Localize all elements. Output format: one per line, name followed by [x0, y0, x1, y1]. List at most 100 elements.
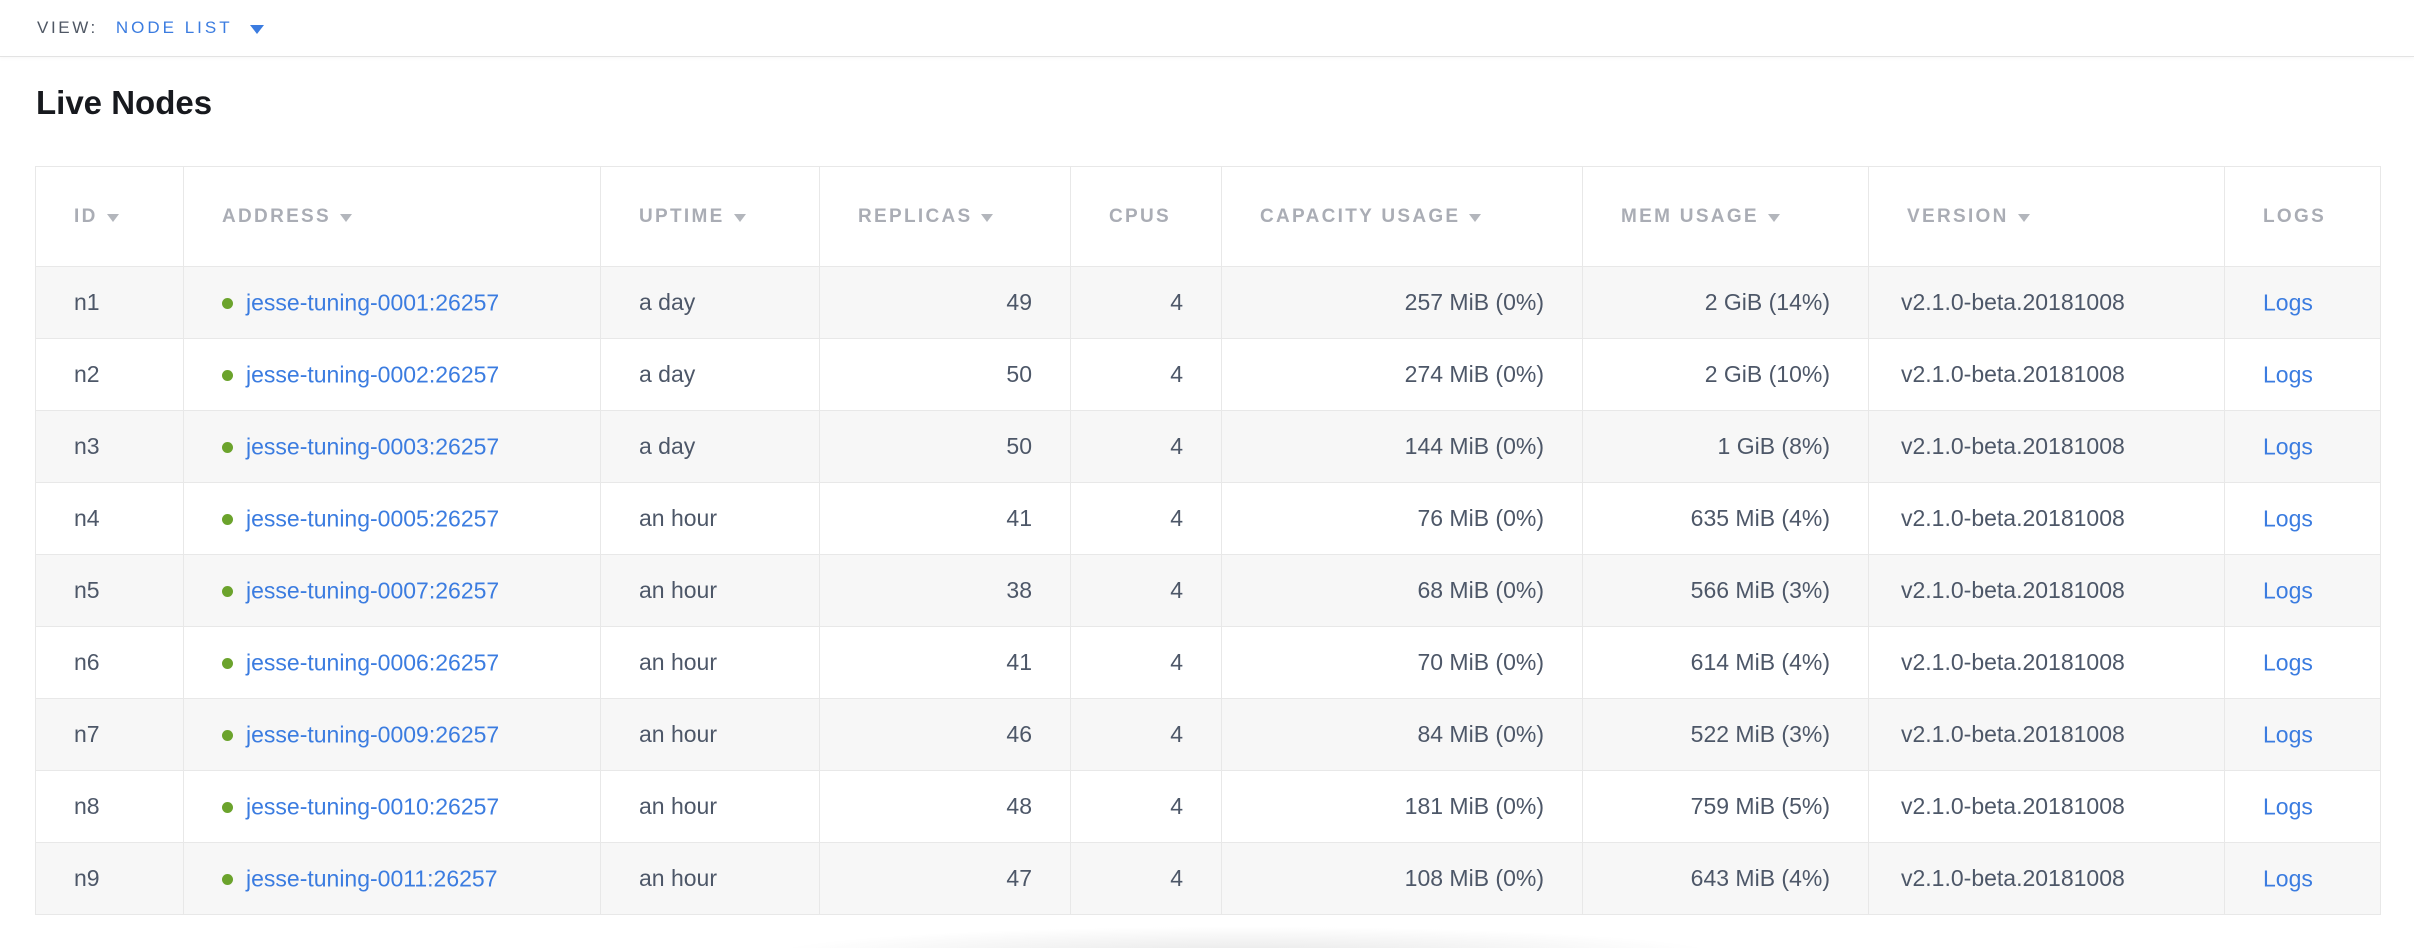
cell-address: jesse-tuning-0009:26257 — [183, 698, 601, 771]
cell-capacity: 76 MiB (0%) — [1221, 482, 1583, 555]
cell-version: v2.1.0-beta.20181008 — [1868, 266, 2225, 339]
table-row: n5 jesse-tuning-0007:26257 an hour 38 4 68 Mi… — [35, 554, 2381, 627]
cell-replicas: 49 — [819, 266, 1071, 339]
cell-capacity: 108 MiB (0%) — [1221, 842, 1583, 915]
column-header-capacity[interactable]: CAPACITY USAGE — [1221, 166, 1583, 267]
cell-mem: 2 GiB (14%) — [1582, 266, 1869, 339]
node-address-link[interactable]: jesse-tuning-0003:26257 — [246, 433, 500, 460]
cell-cpus: 4 — [1070, 698, 1222, 771]
sort-caret-icon — [1469, 213, 1482, 222]
column-header-label: ADDRESS — [222, 205, 332, 227]
cell-capacity: 257 MiB (0%) — [1221, 266, 1583, 339]
column-header-label: ID — [74, 205, 98, 227]
column-header-id[interactable]: ID — [35, 166, 184, 267]
cell-address: jesse-tuning-0003:26257 — [183, 410, 601, 483]
node-live-status-icon — [222, 657, 233, 669]
cell-replicas: 41 — [819, 626, 1071, 699]
cell-version: v2.1.0-beta.20181008 — [1868, 338, 2225, 411]
cell-uptime: a day — [600, 410, 820, 483]
cell-mem: 635 MiB (4%) — [1582, 482, 1869, 555]
logs-link[interactable]: Logs — [2263, 865, 2313, 892]
node-live-status-icon — [222, 297, 233, 309]
cell-id: n9 — [35, 842, 184, 915]
node-live-status-icon — [222, 585, 233, 597]
column-header-mem[interactable]: MEM USAGE — [1582, 166, 1869, 267]
logs-link[interactable]: Logs — [2263, 361, 2313, 388]
column-header-label: CAPACITY USAGE — [1260, 205, 1461, 227]
sort-caret-icon — [1767, 213, 1780, 222]
cell-cpus: 4 — [1070, 482, 1222, 555]
cell-version: v2.1.0-beta.20181008 — [1868, 410, 2225, 483]
column-header-label: LOGS — [2263, 205, 2327, 227]
cell-version: v2.1.0-beta.20181008 — [1868, 770, 2225, 843]
table-header-row: ID ADDRESS UPTIME REPLICAS CPUS CAPACITY USAG… — [35, 166, 2381, 267]
logs-link[interactable]: Logs — [2263, 289, 2313, 316]
cell-uptime: an hour — [600, 698, 820, 771]
node-live-status-icon — [222, 441, 233, 453]
cell-address: jesse-tuning-0002:26257 — [183, 338, 601, 411]
cell-id: n8 — [35, 770, 184, 843]
column-header-logs: LOGS — [2224, 166, 2381, 267]
cell-logs: Logs — [2224, 698, 2381, 771]
view-selector-bar: VIEW: NODE LIST — [0, 0, 2414, 57]
cell-logs: Logs — [2224, 410, 2381, 483]
cell-id: n7 — [35, 698, 184, 771]
cell-cpus: 4 — [1070, 266, 1222, 339]
logs-link[interactable]: Logs — [2263, 721, 2313, 748]
table-row: n1 jesse-tuning-0001:26257 a day 49 4 257 MiB… — [35, 266, 2381, 339]
cell-capacity: 181 MiB (0%) — [1221, 770, 1583, 843]
view-label: VIEW: — [37, 18, 98, 37]
node-live-status-icon — [222, 873, 233, 885]
column-header-label: UPTIME — [639, 205, 725, 227]
table-row: n8 jesse-tuning-0010:26257 an hour 48 4 181 M… — [35, 770, 2381, 843]
cell-mem: 1 GiB (8%) — [1582, 410, 1869, 483]
cell-uptime: a day — [600, 338, 820, 411]
cell-address: jesse-tuning-0011:26257 — [183, 842, 601, 915]
cell-replicas: 41 — [819, 482, 1071, 555]
view-dropdown[interactable]: NODE LIST — [116, 18, 264, 38]
cell-address: jesse-tuning-0007:26257 — [183, 554, 601, 627]
table-row: n2 jesse-tuning-0002:26257 a day 50 4 274 MiB… — [35, 338, 2381, 411]
cell-logs: Logs — [2224, 554, 2381, 627]
sort-caret-icon — [2017, 213, 2030, 222]
cell-id: n4 — [35, 482, 184, 555]
column-header-label: MEM USAGE — [1621, 205, 1759, 227]
page-title: Live Nodes — [36, 84, 213, 121]
cell-uptime: an hour — [600, 482, 820, 555]
logs-link[interactable]: Logs — [2263, 577, 2313, 604]
node-live-status-icon — [222, 513, 233, 525]
cell-mem: 643 MiB (4%) — [1582, 842, 1869, 915]
cell-id: n6 — [35, 626, 184, 699]
node-address-link[interactable]: jesse-tuning-0005:26257 — [246, 505, 500, 532]
node-address-link[interactable]: jesse-tuning-0007:26257 — [246, 577, 500, 604]
cell-mem: 522 MiB (3%) — [1582, 698, 1869, 771]
cell-mem: 2 GiB (10%) — [1582, 338, 1869, 411]
node-address-link[interactable]: jesse-tuning-0010:26257 — [246, 793, 500, 820]
cell-cpus: 4 — [1070, 842, 1222, 915]
cell-cpus: 4 — [1070, 626, 1222, 699]
logs-link[interactable]: Logs — [2263, 433, 2313, 460]
node-address-link[interactable]: jesse-tuning-0002:26257 — [246, 361, 500, 388]
logs-link[interactable]: Logs — [2263, 793, 2313, 820]
column-header-version[interactable]: VERSION — [1868, 166, 2225, 267]
column-header-replicas[interactable]: REPLICAS — [819, 166, 1071, 267]
node-address-link[interactable]: jesse-tuning-0006:26257 — [246, 649, 500, 676]
node-address-link[interactable]: jesse-tuning-0011:26257 — [246, 865, 498, 892]
column-header-address[interactable]: ADDRESS — [183, 166, 601, 267]
cell-address: jesse-tuning-0005:26257 — [183, 482, 601, 555]
node-address-link[interactable]: jesse-tuning-0001:26257 — [246, 289, 500, 316]
cell-cpus: 4 — [1070, 554, 1222, 627]
node-live-status-icon — [222, 801, 233, 813]
node-address-link[interactable]: jesse-tuning-0009:26257 — [246, 721, 500, 748]
cell-replicas: 50 — [819, 410, 1071, 483]
cell-uptime: an hour — [600, 626, 820, 699]
cell-id: n2 — [35, 338, 184, 411]
column-header-uptime[interactable]: UPTIME — [600, 166, 820, 267]
column-header-label: VERSION — [1907, 205, 2009, 227]
sort-caret-icon — [340, 213, 353, 222]
logs-link[interactable]: Logs — [2263, 505, 2313, 532]
logs-link[interactable]: Logs — [2263, 649, 2313, 676]
cell-capacity: 274 MiB (0%) — [1221, 338, 1583, 411]
cell-uptime: an hour — [600, 770, 820, 843]
cell-logs: Logs — [2224, 770, 2381, 843]
